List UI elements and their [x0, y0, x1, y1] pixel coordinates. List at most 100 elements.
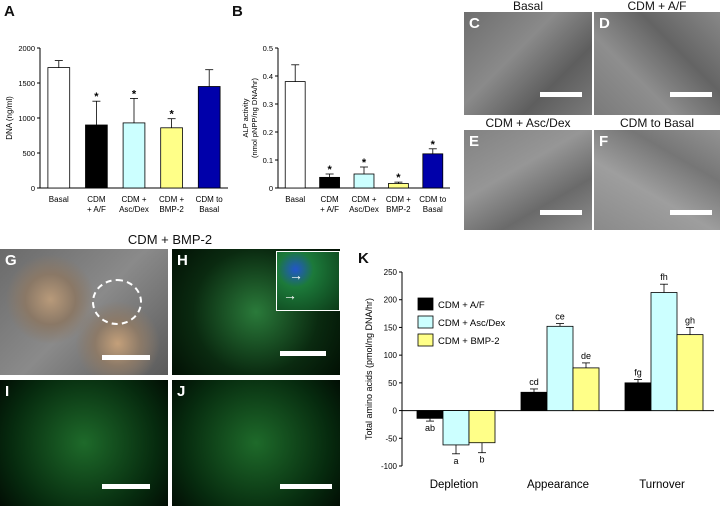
- x-tick-label: CDM +: [351, 195, 376, 204]
- significance-letter: ce: [555, 312, 565, 322]
- micrograph-g: G: [0, 249, 168, 375]
- significance-letter: de: [581, 351, 591, 361]
- x-category-label: Depletion: [430, 479, 479, 491]
- bar: [468, 410, 496, 444]
- chart-a-dna: 0 500 1000 1500 2000 DNA (ng/ml) Basal * CDM+ A/…: [5, 44, 228, 214]
- y-axis-label: (nmol pNPP/ng DNA/hr): [250, 77, 259, 158]
- legend-swatch: [417, 315, 434, 329]
- micrograph-j: J: [172, 380, 340, 506]
- micrograph-c: C: [464, 12, 592, 115]
- arrow-icon: →: [289, 267, 303, 283]
- scale-bar: [670, 92, 712, 97]
- micrograph-d: D: [594, 12, 720, 115]
- x-tick-label: CDM to: [196, 195, 224, 204]
- y-tick-label: 50: [388, 379, 397, 388]
- scale-bar: [670, 210, 712, 215]
- legend-label: CDM + Asc/Dex: [438, 318, 506, 329]
- photo-title-e: CDM + Asc/Dex: [485, 116, 571, 130]
- y-tick-label: 2000: [18, 44, 35, 53]
- bar: [388, 183, 409, 189]
- photo-label-e: E: [469, 133, 480, 150]
- x-tick-label: CDM: [320, 195, 339, 204]
- chart-k-amino-acids: -100 -50 0 50 100 150 200 250 Total amino acids …: [364, 268, 714, 491]
- y-tick-label: 1500: [18, 79, 35, 88]
- panel-label-a: A: [4, 3, 15, 20]
- x-tick-label: CDM to: [419, 195, 447, 204]
- y-tick-label: -100: [381, 462, 398, 471]
- photo-label-c: C: [469, 15, 480, 32]
- x-tick-label: BMP-2: [386, 205, 411, 214]
- photo-label-i: I: [5, 383, 10, 400]
- y-tick-label: 0.2: [263, 128, 273, 137]
- significance-marker: *: [327, 164, 332, 176]
- y-tick-label: 1000: [18, 114, 35, 123]
- significance-marker: *: [362, 157, 367, 169]
- bar: [624, 382, 652, 411]
- bar: [160, 127, 183, 189]
- photo-label-f: F: [599, 133, 609, 150]
- x-tick-label: CDM +: [121, 195, 146, 204]
- photo-title-c: Basal: [512, 0, 544, 13]
- bar: [122, 122, 146, 189]
- significance-letter: fh: [660, 272, 668, 282]
- x-tick-label: CDM +: [159, 195, 184, 204]
- significance-letter: a: [453, 456, 458, 466]
- x-category-label: Turnover: [639, 479, 685, 491]
- y-tick-label: 0.1: [263, 156, 273, 165]
- y-tick-label: 150: [384, 323, 398, 332]
- panel-label-k: K: [358, 250, 369, 267]
- y-axis-label: ALP activity: [241, 98, 250, 137]
- scale-bar: [540, 210, 582, 215]
- legend-swatch: [417, 297, 434, 311]
- significance-letter: fg: [634, 368, 642, 378]
- significance-marker: *: [132, 88, 137, 100]
- significance-marker: *: [94, 91, 99, 103]
- significance-letter: b: [479, 455, 484, 465]
- significance-marker: *: [431, 139, 436, 151]
- x-tick-label: Basal: [199, 205, 219, 214]
- x-tick-label: Basal: [423, 205, 443, 214]
- y-tick-label: 0: [31, 184, 35, 193]
- legend-label: CDM + BMP-2: [438, 336, 500, 347]
- x-tick-label: + A/F: [87, 205, 106, 214]
- bar: [546, 325, 574, 411]
- x-tick-label: CDM +: [386, 195, 411, 204]
- significance-letter: ab: [425, 423, 435, 433]
- photo-title-f: CDM to Basal: [619, 116, 695, 130]
- significance-marker: *: [396, 172, 401, 184]
- panel-label-b: B: [232, 3, 243, 20]
- micrograph-i: I: [0, 380, 168, 506]
- micrograph-e: E: [464, 130, 592, 230]
- y-axis-label: Total amino acids (pmol/ng DNA/hr): [364, 298, 374, 440]
- bar: [520, 391, 548, 411]
- y-tick-label: 0.3: [263, 100, 273, 109]
- scale-bar: [102, 484, 150, 489]
- legend-label: CDM + A/F: [438, 300, 485, 311]
- inset-image: → →: [276, 251, 340, 311]
- bar: [284, 81, 306, 189]
- significance-letter: cd: [529, 377, 539, 387]
- chart-b-alp: 0 0.1 0.2 0.3 0.4 0.5 ALP activity (nmol pNPP/n…: [241, 44, 450, 214]
- bar: [197, 86, 221, 189]
- x-tick-label: CDM: [87, 195, 106, 204]
- y-tick-label: 0.4: [263, 72, 273, 81]
- bar: [442, 410, 470, 446]
- bar: [422, 153, 444, 189]
- y-tick-label: 0: [269, 184, 273, 193]
- x-tick-label: + A/F: [320, 205, 339, 214]
- significance-marker: *: [169, 109, 174, 121]
- bar: [650, 292, 678, 411]
- photo-group-title: CDM + BMP-2: [127, 232, 213, 247]
- bar: [85, 124, 108, 189]
- y-tick-label: 100: [384, 351, 398, 360]
- x-tick-label: Basal: [285, 195, 305, 204]
- x-tick-label: Asc/Dex: [119, 205, 149, 214]
- legend-swatch: [417, 333, 434, 347]
- y-tick-label: 200: [384, 296, 398, 305]
- micrograph-f: F: [594, 130, 720, 230]
- x-category-label: Appearance: [527, 479, 589, 491]
- y-tick-label: 0: [393, 407, 398, 416]
- photo-label-d: D: [599, 15, 610, 32]
- arrow-icon: →: [283, 287, 297, 303]
- bar: [416, 410, 444, 419]
